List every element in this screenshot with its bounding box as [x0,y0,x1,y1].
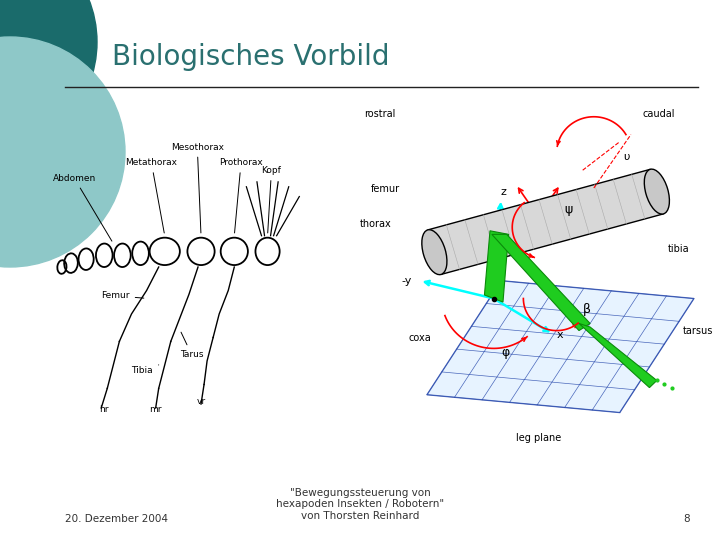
Ellipse shape [422,230,447,275]
Text: mr: mr [150,405,162,414]
Text: ψ: ψ [564,203,572,216]
Polygon shape [428,170,663,274]
Ellipse shape [644,169,670,214]
Text: rostral: rostral [364,109,395,119]
Text: tibia: tibia [668,244,690,254]
Text: z: z [500,187,506,197]
Text: Kopf: Kopf [261,166,282,233]
Text: coxa: coxa [408,333,431,343]
Polygon shape [492,234,590,330]
Text: Abdomen: Abdomen [53,174,112,241]
Text: υ: υ [624,152,630,161]
Text: Mesothorax: Mesothorax [171,143,224,233]
Circle shape [0,0,97,157]
Text: φ: φ [501,346,509,359]
Text: leg plane: leg plane [516,433,561,443]
Text: thorax: thorax [360,219,392,230]
Text: femur: femur [372,184,400,194]
Polygon shape [579,323,657,388]
Circle shape [0,37,125,267]
Text: 20. Dezember 2004: 20. Dezember 2004 [65,514,168,524]
Text: x: x [557,330,563,340]
Text: Tibia: Tibia [132,365,158,375]
Text: vr: vr [197,397,206,406]
Text: Biologisches Vorbild: Biologisches Vorbild [112,43,389,71]
Text: Prothorax: Prothorax [219,158,263,233]
Text: tarsus: tarsus [683,326,714,336]
Text: -y: -y [401,276,411,286]
Text: β: β [582,303,590,316]
Text: "Bewegungssteuerung von
hexapoden Insekten / Robotern"
von Thorsten Reinhard: "Bewegungssteuerung von hexapoden Insekt… [276,488,444,521]
Text: Tarus: Tarus [180,332,203,359]
Text: 8: 8 [683,514,690,524]
Text: Metathorax: Metathorax [125,158,177,233]
Polygon shape [485,231,508,302]
Text: hr: hr [99,405,109,414]
Polygon shape [427,281,694,413]
Text: caudal: caudal [642,109,675,119]
Text: Femur: Femur [102,292,144,300]
